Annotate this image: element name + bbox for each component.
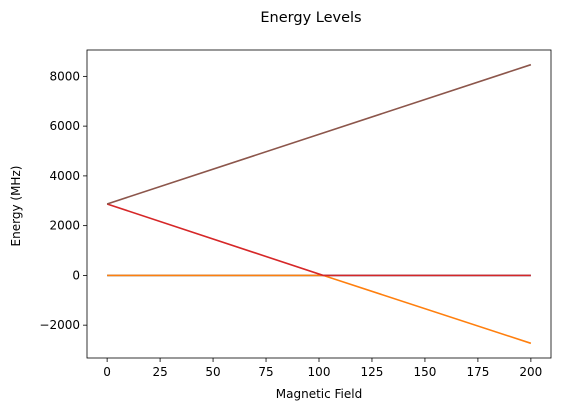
y-tick-label: −2000 xyxy=(39,318,80,332)
y-tick-label: 4000 xyxy=(49,169,80,183)
series-layer xyxy=(106,63,532,345)
x-tick-label: 50 xyxy=(205,365,220,379)
x-axis-ticks: 0 25 50 75 100 125 150 175 200 xyxy=(103,358,542,379)
x-tick-label: 100 xyxy=(308,365,331,379)
series-line-4 xyxy=(106,63,532,205)
y-tick-label: 2000 xyxy=(49,219,80,233)
series-line-3 xyxy=(106,203,531,277)
x-tick-label: 200 xyxy=(519,365,542,379)
x-axis-label: Magnetic Field xyxy=(276,387,362,401)
x-tick-label: 150 xyxy=(413,365,436,379)
y-tick-label: 6000 xyxy=(49,119,80,133)
series-line-2 xyxy=(107,274,532,345)
y-tick-label: 8000 xyxy=(49,69,80,83)
y-axis-label: Energy (MHz) xyxy=(9,166,23,247)
plot-frame xyxy=(86,49,552,359)
x-tick-label: 25 xyxy=(152,365,167,379)
x-tick-label: 75 xyxy=(258,365,273,379)
y-axis-ticks: −2000 0 2000 4000 6000 8000 xyxy=(39,69,87,332)
chart-title: Energy Levels xyxy=(260,10,361,26)
x-tick-label: 0 xyxy=(103,365,111,379)
x-tick-label: 175 xyxy=(466,365,489,379)
x-tick-label: 125 xyxy=(361,365,384,379)
y-tick-label: 0 xyxy=(72,268,80,282)
